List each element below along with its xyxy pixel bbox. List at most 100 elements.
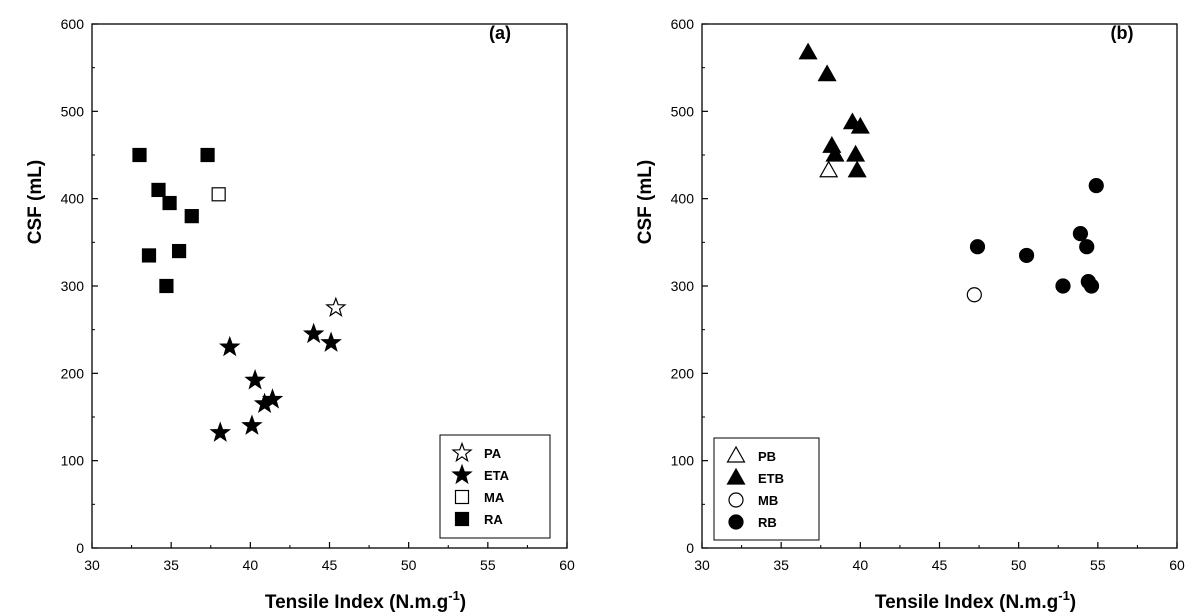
data-point-rb — [1079, 239, 1095, 255]
data-point-ra — [162, 195, 177, 211]
data-point-rb — [1055, 278, 1071, 294]
x-tick-label: 35 — [163, 557, 179, 573]
y-tick-label: 300 — [61, 278, 85, 294]
x-tick-label: 45 — [932, 557, 948, 573]
data-point-pa — [325, 296, 347, 317]
x-tick-label: 40 — [243, 557, 259, 573]
legend-marker-pa — [451, 441, 473, 463]
series-etb — [798, 42, 870, 178]
data-point-ra — [184, 209, 199, 224]
data-point-etb — [846, 144, 866, 162]
y-tick-label: 500 — [61, 103, 85, 119]
x-tick-label: 50 — [401, 557, 417, 573]
x-axis-title-superscript: -1 — [1058, 588, 1070, 603]
data-point-eta — [302, 322, 325, 344]
x-axis-title: Tensile Index (N.m.g-1) — [265, 588, 466, 613]
data-point-ra — [141, 248, 157, 263]
data-point-ra — [200, 147, 215, 163]
data-point-pb — [819, 160, 839, 178]
series-ra — [132, 147, 215, 294]
x-tick-label: 30 — [84, 557, 100, 573]
x-axis-title-main: Tensile Index (N.m.g — [265, 592, 448, 613]
y-tick-label: 600 — [671, 16, 695, 32]
x-tick-label: 55 — [1090, 557, 1106, 573]
legend-label-mb: MB — [758, 493, 778, 508]
y-tick-label: 600 — [61, 16, 85, 32]
data-point-rb — [1083, 278, 1100, 294]
panel-label: (a) — [489, 23, 511, 43]
legend-label-pa: PA — [484, 446, 502, 461]
y-tick-label: 400 — [671, 191, 695, 207]
data-point-eta — [244, 369, 266, 390]
x-tick-label: 50 — [1011, 557, 1027, 573]
series-ma — [211, 187, 226, 202]
data-point-ra — [171, 243, 187, 259]
data-point-ra — [132, 147, 147, 163]
data-point-eta — [209, 421, 231, 442]
legend-marker-rb — [728, 514, 744, 530]
series-rb — [969, 177, 1104, 294]
x-axis-title: Tensile Index (N.m.g-1) — [875, 588, 1076, 613]
x-tick-label: 30 — [694, 557, 710, 573]
series-pb — [819, 160, 839, 178]
x-tick-label: 55 — [480, 557, 496, 573]
data-point-eta — [219, 335, 241, 357]
legend-label-eta: ETA — [484, 468, 510, 483]
data-point-etb — [825, 144, 845, 162]
x-tick-label: 45 — [322, 557, 338, 573]
legend-label-ra: RA — [484, 512, 503, 527]
x-axis-title-superscript: -1 — [448, 588, 460, 603]
y-axis-title: CSF (mL) — [635, 160, 656, 244]
legend-label-etb: ETB — [758, 471, 784, 486]
legend-marker-pb — [726, 445, 746, 463]
data-point-etb — [817, 64, 837, 82]
data-point-ra — [151, 182, 166, 198]
y-axis-title: CSF (mL) — [25, 160, 46, 244]
x-axis-title-close: ) — [460, 592, 466, 613]
y-tick-label: 500 — [671, 103, 695, 119]
data-point-eta — [261, 388, 284, 409]
legend-label-ma: MA — [484, 490, 505, 505]
data-point-etb — [798, 42, 818, 60]
panel-label: (b) — [1111, 23, 1134, 43]
legend-label-pb: PB — [758, 449, 776, 464]
legend-marker-ra — [454, 511, 470, 527]
data-point-rb — [1072, 226, 1089, 242]
legend-marker-mb — [728, 492, 744, 508]
x-axis-title-close: ) — [1070, 592, 1076, 613]
x-tick-label: 40 — [853, 557, 869, 573]
data-point-mb — [966, 287, 982, 303]
legend: PB ETB MB RB — [713, 437, 820, 541]
legend-marker-etb — [726, 467, 746, 485]
y-tick-label: 0 — [686, 540, 694, 556]
data-point-ma — [211, 187, 226, 202]
y-tick-label: 100 — [671, 453, 695, 469]
data-point-eta — [320, 331, 342, 352]
x-tick-label: 35 — [773, 557, 789, 573]
data-point-rb — [969, 239, 986, 255]
series-mb — [966, 287, 982, 303]
y-tick-label: 200 — [61, 365, 85, 381]
data-point-ra — [159, 278, 174, 294]
series-eta — [209, 322, 342, 442]
legend-label-rb: RB — [758, 515, 777, 530]
y-tick-label: 400 — [61, 191, 85, 207]
data-point-etb — [850, 116, 870, 134]
legend-marker-ma — [454, 489, 470, 505]
x-axis-title-main: Tensile Index (N.m.g — [875, 592, 1058, 613]
legend-marker-eta — [451, 463, 473, 485]
legend: PA ETA MA RA — [439, 434, 551, 539]
y-tick-label: 100 — [61, 453, 85, 469]
x-tick-label: 60 — [559, 557, 575, 573]
series-pa — [325, 296, 347, 317]
data-point-rb — [1018, 247, 1035, 264]
y-tick-label: 300 — [671, 278, 695, 294]
y-tick-label: 0 — [76, 540, 84, 556]
data-point-eta — [241, 414, 263, 435]
x-tick-label: 60 — [1169, 557, 1185, 573]
data-point-etb — [847, 160, 867, 178]
data-point-rb — [1088, 177, 1104, 194]
